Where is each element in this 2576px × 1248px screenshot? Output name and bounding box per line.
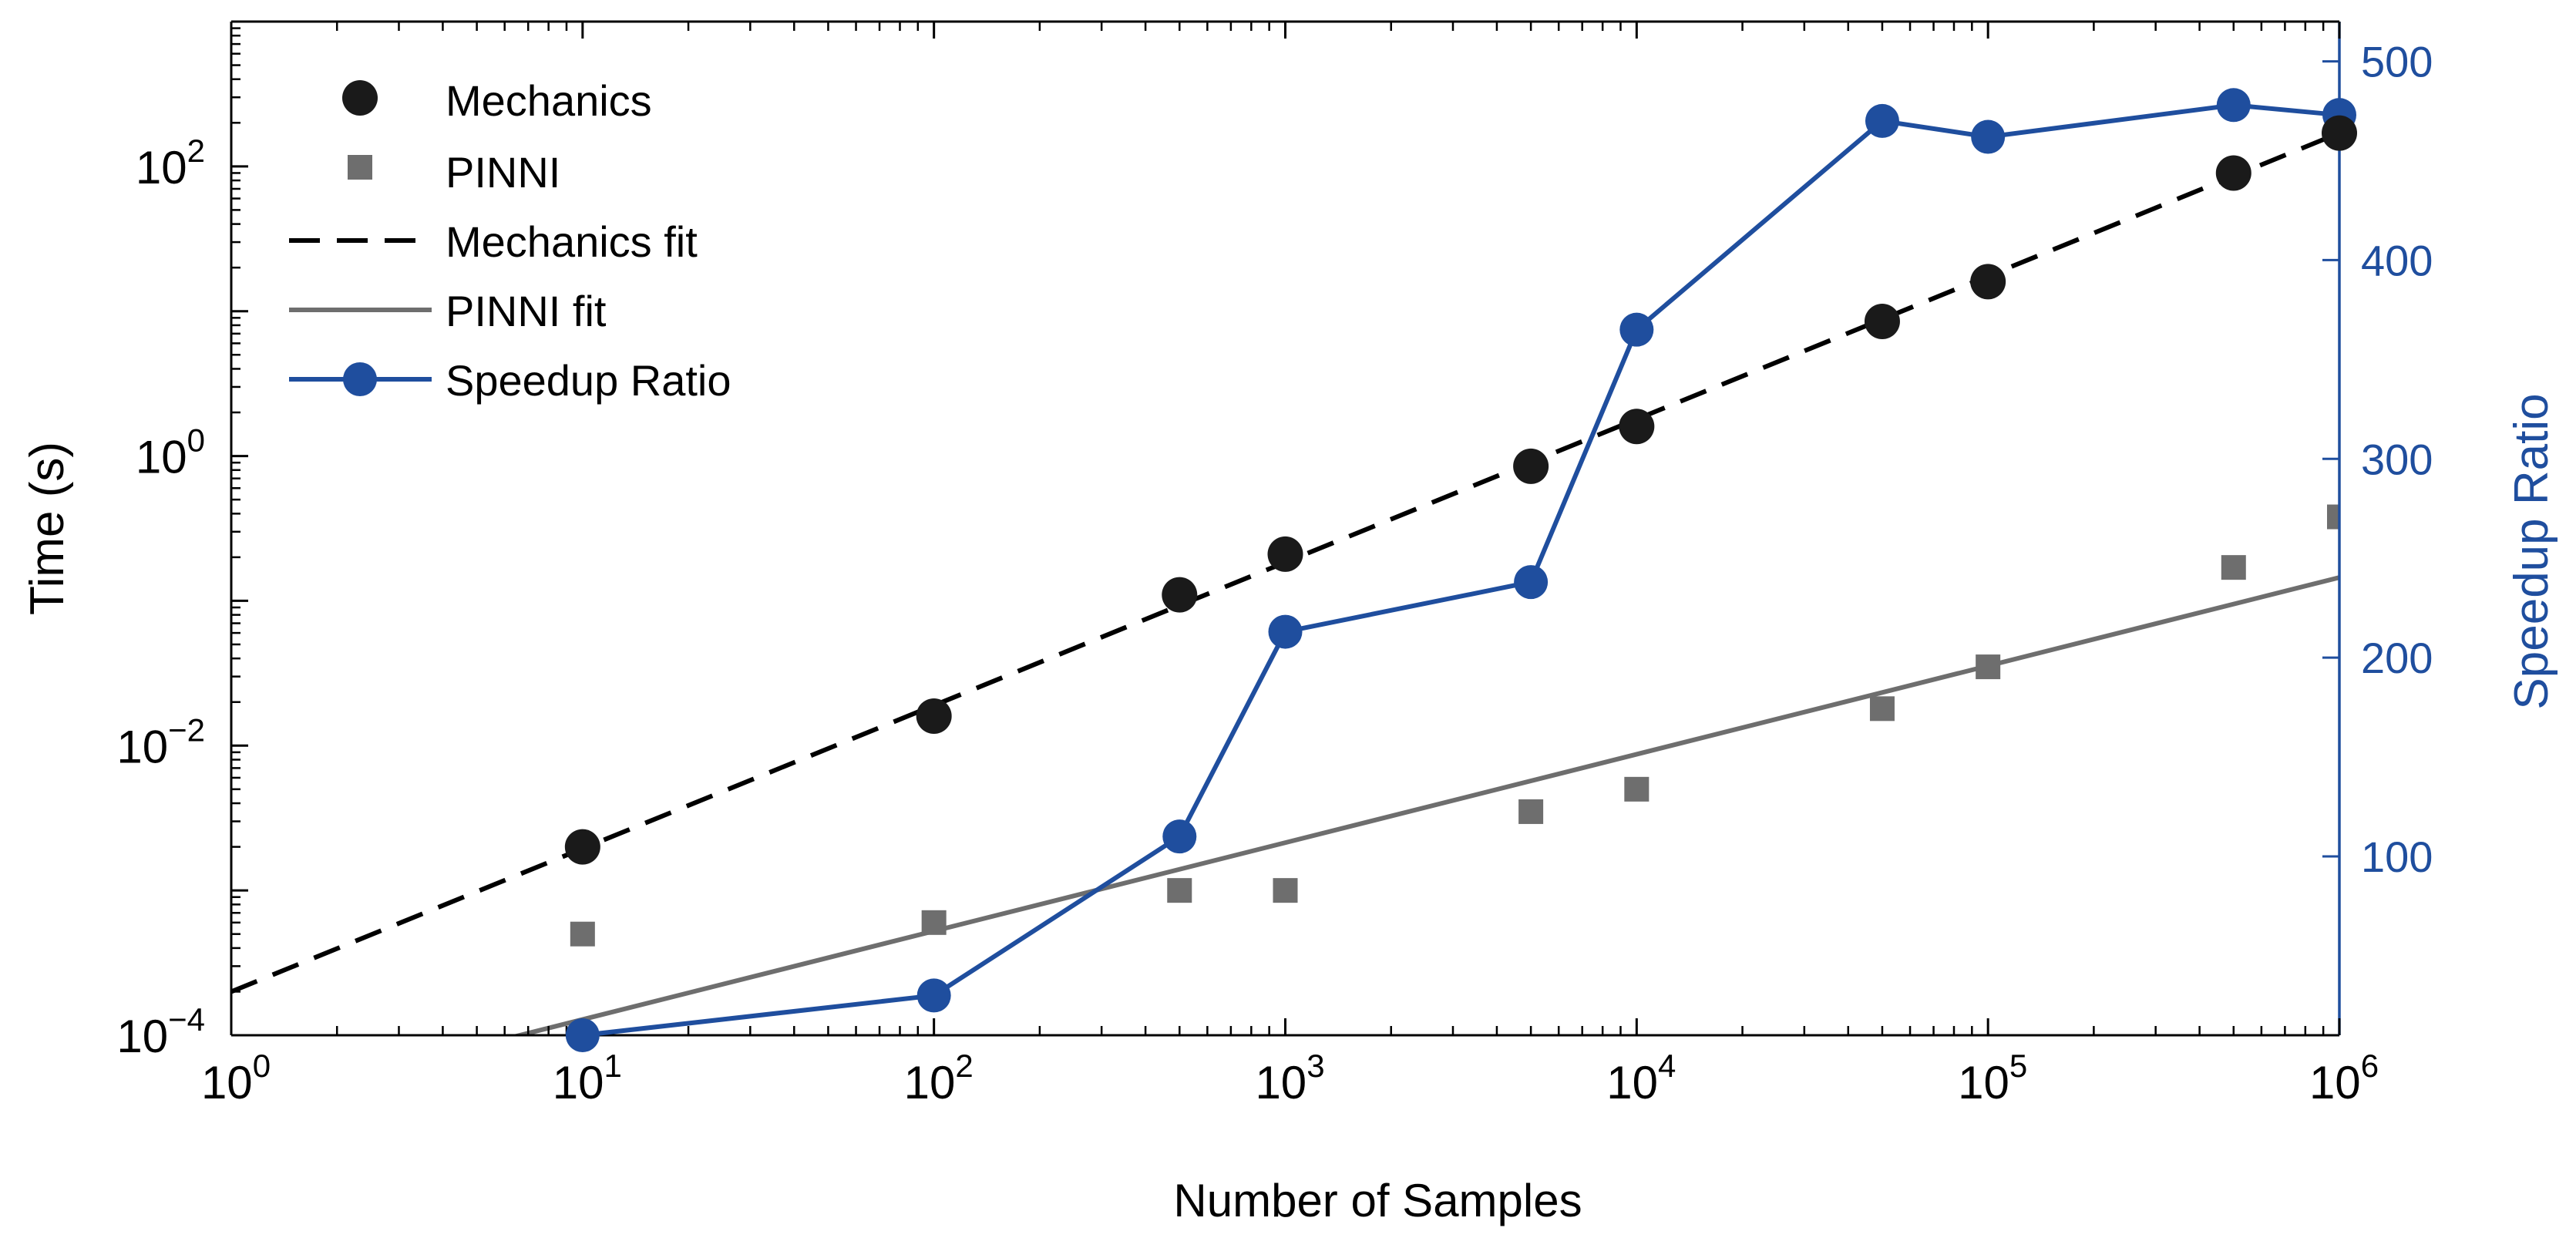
legend-label-pinni-fit: PINNI fit bbox=[446, 287, 607, 335]
mechanics-point bbox=[1864, 303, 1900, 339]
legend-label-mechanics: Mechanics bbox=[446, 76, 652, 125]
pinni-point bbox=[1273, 878, 1298, 903]
pinni-point bbox=[1624, 776, 1650, 802]
speedup-ratio-point bbox=[1268, 614, 1303, 649]
pinni-point bbox=[1976, 654, 2001, 680]
legend-label-speedup-ratio: Speedup Ratio bbox=[446, 356, 731, 405]
x-tick-label: 106 bbox=[2309, 1048, 2379, 1108]
legend: Mechanics PINNI Mechanics fit PINNI fit Spee… bbox=[289, 76, 731, 405]
x-axis-title: Number of Samples bbox=[1173, 1175, 1582, 1226]
y-left-tick-label: 102 bbox=[136, 133, 205, 193]
y-right-axis-title: Speedup Ratio bbox=[2505, 393, 2558, 709]
pinni-point bbox=[2327, 504, 2339, 530]
legend-label-mechanics-fit: Mechanics fit bbox=[446, 217, 698, 266]
speedup-ratio-point bbox=[1514, 565, 1549, 600]
y-right-tick-label: 500 bbox=[2361, 38, 2433, 86]
axes: 10−4 10−2 100 102 100 101 102 103 104 105 106 100 20… bbox=[21, 20, 2558, 1226]
x-tick-label: 100 bbox=[201, 1048, 271, 1108]
pinni-point bbox=[1167, 878, 1192, 903]
speedup-ratio-point bbox=[1865, 103, 1899, 138]
y-left-tick-label: 10−2 bbox=[116, 711, 205, 772]
y-right-tick-label: 400 bbox=[2361, 236, 2433, 284]
x-tick-label: 101 bbox=[553, 1048, 622, 1108]
pinni-point bbox=[1869, 696, 1895, 722]
speedup-ratio-point bbox=[1619, 312, 1654, 347]
legend-pinni-marker bbox=[348, 155, 372, 180]
pinni-point bbox=[1518, 799, 1544, 824]
mechanics-point bbox=[1162, 577, 1198, 613]
x-tick-label: 102 bbox=[904, 1048, 974, 1108]
legend-speedup-ratio-marker bbox=[343, 362, 377, 396]
pinni-point bbox=[921, 910, 947, 935]
y-right-tick-label: 300 bbox=[2361, 435, 2433, 483]
speedup-ratio-line bbox=[582, 103, 2340, 1038]
y-left-tick-label: 10−4 bbox=[116, 1001, 205, 1062]
mechanics-point bbox=[2215, 155, 2251, 191]
speedup-ratio-point bbox=[1162, 819, 1197, 854]
x-tick-label: 105 bbox=[1958, 1048, 2027, 1108]
mechanics-point bbox=[1267, 536, 1303, 572]
legend-mechanics-marker bbox=[342, 80, 378, 116]
y-right-tick-label: 200 bbox=[2361, 634, 2433, 682]
legend-label-pinni: PINNI bbox=[446, 148, 560, 197]
mechanics-point bbox=[1513, 448, 1549, 484]
speedup-ratio-point bbox=[565, 1018, 600, 1052]
pinni-point bbox=[2221, 555, 2246, 580]
pinni-point bbox=[570, 921, 595, 947]
speedup-ratio-point bbox=[916, 978, 951, 1013]
mechanics-point bbox=[1619, 409, 1655, 445]
x-tick-label: 103 bbox=[1255, 1048, 1324, 1108]
y-left-axis-title: Time (s) bbox=[21, 442, 74, 615]
speedup-ratio-point bbox=[1971, 119, 2006, 154]
x-tick-label: 104 bbox=[1606, 1048, 1676, 1108]
y-right-tick-label: 100 bbox=[2361, 833, 2433, 881]
y-left-tick-label: 100 bbox=[136, 422, 205, 483]
mechanics-point bbox=[564, 829, 600, 865]
mechanics-point bbox=[2322, 115, 2357, 151]
speedup-ratio-point bbox=[2216, 88, 2251, 123]
mechanics-point bbox=[916, 698, 952, 734]
mechanics-point bbox=[1970, 264, 2006, 300]
